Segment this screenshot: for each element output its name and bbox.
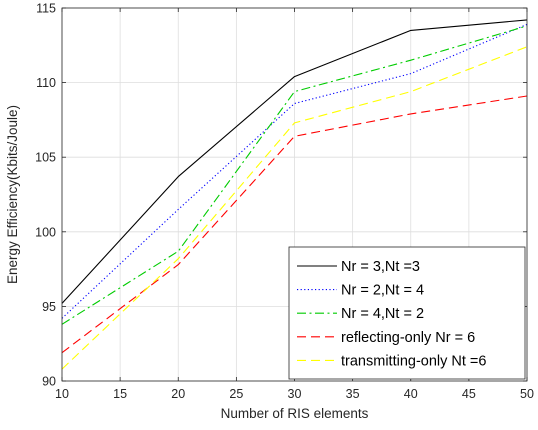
y-tick-label: 95 — [42, 300, 56, 314]
y-tick-label: 100 — [35, 225, 56, 239]
legend-label: Nr = 2,Nt = 4 — [341, 283, 424, 299]
x-tick-label: 35 — [346, 387, 360, 401]
x-tick-label: 50 — [520, 387, 534, 401]
y-tick-label: 105 — [35, 151, 56, 165]
x-tick-label: 25 — [229, 387, 243, 401]
grid — [61, 7, 528, 382]
y-tick-label: 110 — [36, 76, 56, 90]
legend-label: transmitting-only Nt =6 — [341, 353, 486, 369]
legend-label: reflecting-only Nr = 6 — [341, 330, 475, 346]
series-line-5 — [61, 46, 528, 370]
y-axis-label: Energy Efficiency(Kbits/Joule) — [5, 105, 20, 284]
legend: Nr = 3,Nt =3 Nr = 2,Nt = 4 Nr = 4,Nt = 2 re… — [288, 246, 526, 380]
x-tick-label: 30 — [288, 387, 302, 401]
series-lines — [61, 19, 528, 370]
series-line-4 — [61, 95, 528, 354]
y-tick-label: 90 — [42, 375, 56, 389]
x-axis-label: Number of RIS elements — [221, 406, 369, 421]
legend-label: Nr = 3,Nt =3 — [341, 259, 420, 275]
x-tick-label: 20 — [171, 387, 185, 401]
axis-ticks: 10 15 20 25 30 35 40 45 50 90 95 100 105 110 115 — [35, 2, 534, 402]
x-tick-label: 45 — [462, 387, 476, 401]
y-tick-label: 115 — [36, 2, 56, 16]
x-tick-label: 10 — [55, 387, 69, 401]
x-tick-label: 15 — [113, 387, 127, 401]
series-line-3 — [61, 25, 528, 325]
series-line-1 — [61, 19, 528, 304]
x-tick-label: 40 — [404, 387, 418, 401]
legend-label: Nr = 4,Nt = 2 — [341, 306, 424, 322]
